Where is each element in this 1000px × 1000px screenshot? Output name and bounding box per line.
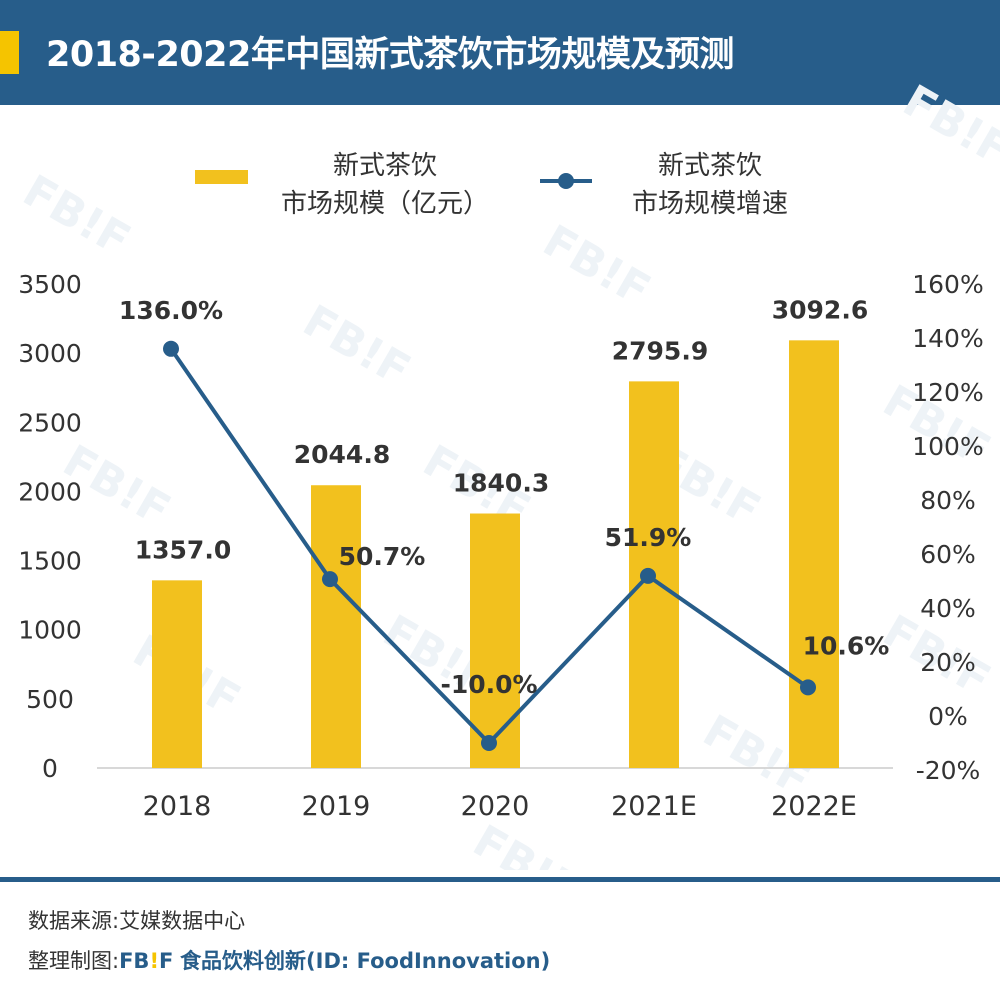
watermark: FB!F xyxy=(895,75,1000,176)
bar-value-label: 2795.9 xyxy=(612,336,708,365)
data-source: 数据来源:艾媒数据中心 xyxy=(28,909,246,933)
left-tick-label: 1000 xyxy=(18,616,82,645)
line-point xyxy=(322,571,338,588)
watermark: FB!F xyxy=(15,165,139,266)
page-title: 2018-2022年中国新式茶饮市场规模及预测 xyxy=(46,35,734,75)
legend-line-marker xyxy=(558,173,574,189)
line-point xyxy=(800,679,816,696)
line-point xyxy=(163,340,179,357)
left-tick-label: 2500 xyxy=(18,408,82,437)
left-tick-label: 2000 xyxy=(18,477,82,506)
credit: 整理制图:FB!F 食品饮料创新(ID: FoodInnovation) xyxy=(28,945,550,975)
right-tick-label: 100% xyxy=(912,432,983,461)
right-tick-label: 0% xyxy=(928,702,968,731)
credit-prefix: 整理制图: xyxy=(28,949,120,973)
bar xyxy=(470,513,520,768)
left-tick-label: 3000 xyxy=(18,339,82,368)
bar xyxy=(152,580,202,768)
line-point xyxy=(481,735,497,751)
legend-line-label: 新式茶饮 市场规模增速 xyxy=(600,147,820,223)
right-tick-label: 120% xyxy=(912,378,983,407)
line-value-label: 136.0% xyxy=(119,296,223,325)
legend-bar-label: 新式茶饮 市场规模（亿元） xyxy=(255,147,515,223)
x-tick-label: 2019 xyxy=(302,791,371,822)
right-tick-label: 160% xyxy=(912,270,983,299)
line-value-label: 51.9% xyxy=(605,523,692,552)
x-tick-label: 2021E xyxy=(611,791,697,822)
right-tick-label: 80% xyxy=(920,486,976,515)
chart: FB!FFB!FFB!FFB!FFB!F FB!F FB!FFB!FFB!F FB!F… xyxy=(15,75,1000,870)
watermark: FB!F xyxy=(465,815,589,870)
right-tick-label: 60% xyxy=(920,540,976,569)
left-tick-label: 1500 xyxy=(18,547,82,576)
legend-bar-swatch xyxy=(195,170,248,184)
bar xyxy=(789,340,839,768)
title-banner: 2018-2022年中国新式茶饮市场规模及预测 xyxy=(0,0,1000,105)
footer-divider xyxy=(0,877,1000,882)
brand-f: F xyxy=(159,949,174,973)
brand-fb: FB xyxy=(119,949,150,973)
bar-value-label: 2044.8 xyxy=(294,440,390,469)
bar-value-label: 1357.0 xyxy=(135,535,231,564)
right-tick-label: 40% xyxy=(920,594,976,623)
brand-logo: FB!F xyxy=(119,949,173,973)
bar-value-label: 3092.6 xyxy=(772,295,868,324)
watermark: FB!F xyxy=(295,295,419,396)
line-point xyxy=(640,567,656,584)
watermark: FB!F xyxy=(535,215,659,316)
legend-bar-label-line1: 新式茶饮 xyxy=(332,151,437,181)
right-tick-label: -20% xyxy=(916,756,981,785)
line-value-label: 10.6% xyxy=(803,631,890,660)
left-tick-label: 500 xyxy=(26,685,74,714)
right-tick-label: 140% xyxy=(912,324,983,353)
x-tick-label: 2018 xyxy=(143,791,212,822)
bar xyxy=(311,485,361,768)
legend-bar-label-line2: 市场规模（亿元） xyxy=(280,189,489,219)
bar-value-label: 1840.3 xyxy=(453,469,549,498)
left-tick-label: 0 xyxy=(42,754,58,783)
line-value-label: 50.7% xyxy=(339,542,426,571)
brand-excl: ! xyxy=(149,949,160,973)
x-tick-label: 2020 xyxy=(461,791,530,822)
line-value-label: -10.0% xyxy=(440,670,537,699)
right-tick-label: 20% xyxy=(920,648,976,677)
title-accent xyxy=(0,31,19,74)
legend-line-label-line2: 市场规模增速 xyxy=(631,189,788,219)
legend-line-label-line1: 新式茶饮 xyxy=(657,151,762,181)
left-tick-label: 3500 xyxy=(18,270,82,299)
x-tick-label: 2022E xyxy=(771,791,857,822)
credit-name: 食品饮料创新(ID: FoodInnovation) xyxy=(180,949,551,973)
